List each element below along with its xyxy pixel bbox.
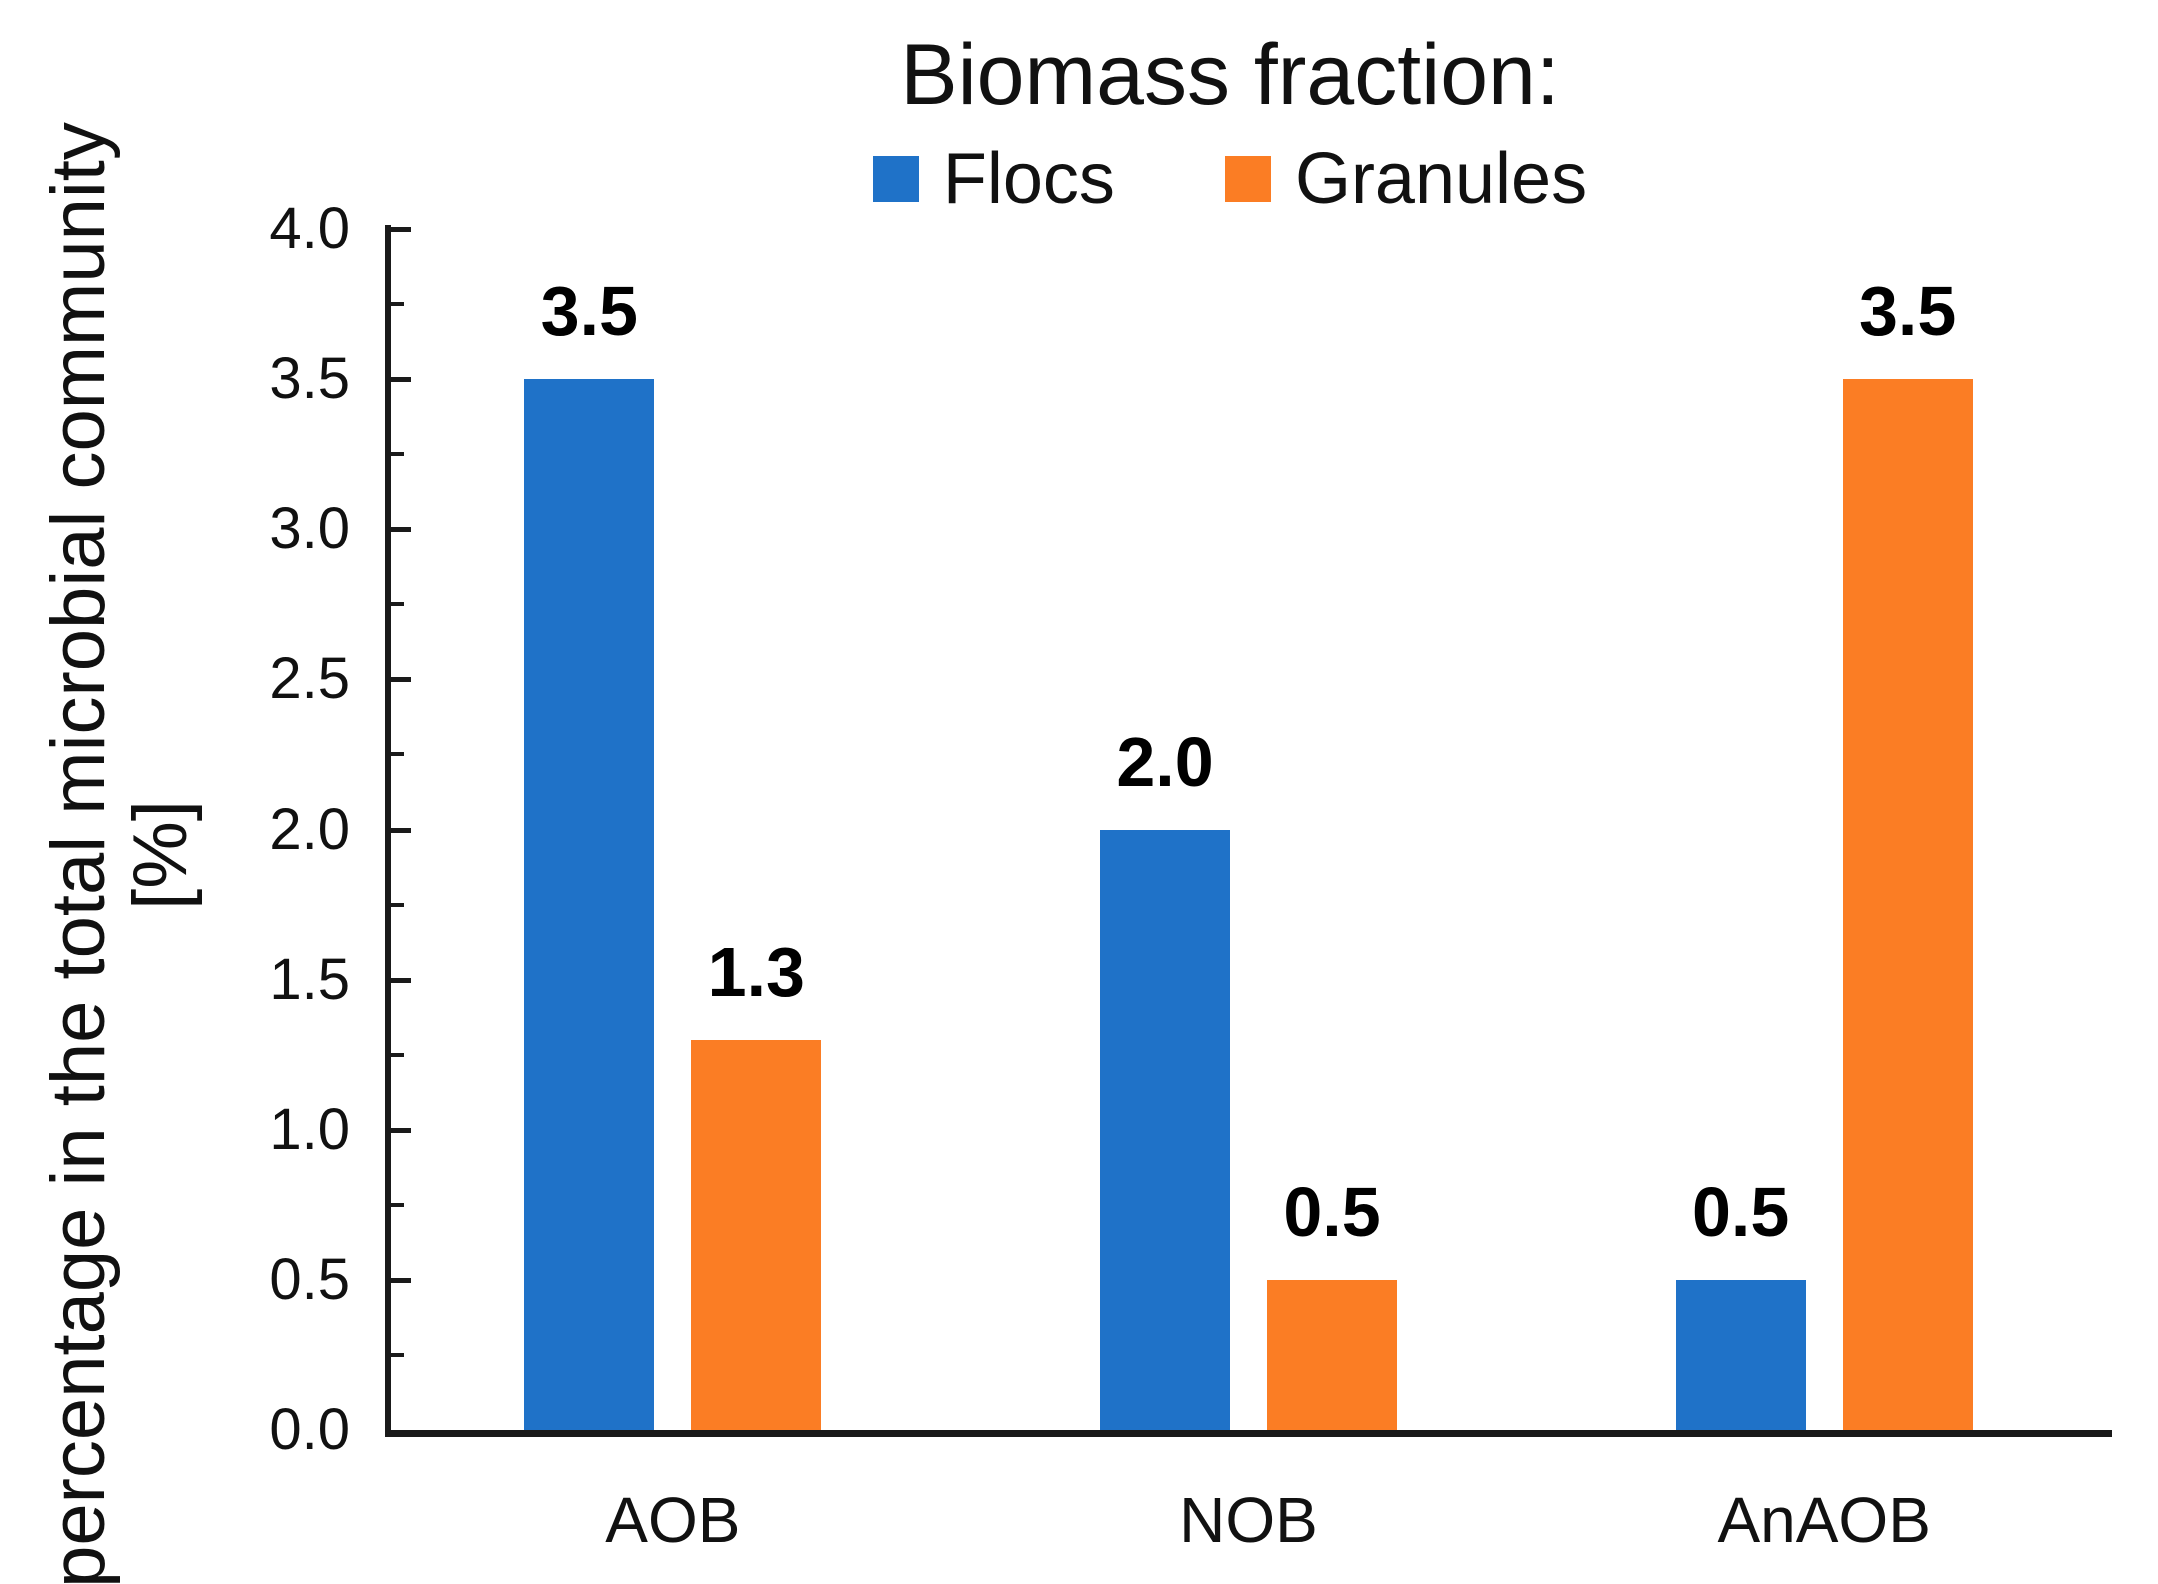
y-minor-tick bbox=[391, 902, 404, 907]
y-minor-tick bbox=[391, 752, 404, 757]
legend: Flocs Granules bbox=[340, 143, 2120, 215]
y-major-tick bbox=[391, 527, 411, 533]
y-tick-label: 1.5 bbox=[269, 946, 350, 1012]
bar-flocs-nob bbox=[1100, 829, 1230, 1430]
y-major-tick bbox=[391, 377, 411, 383]
flocs-legend-swatch-icon bbox=[872, 155, 919, 202]
y-major-tick bbox=[391, 977, 411, 983]
y-minor-tick bbox=[391, 452, 404, 457]
x-tick-label-nob: NOB bbox=[1179, 1484, 1318, 1556]
legend-item-granules: Granules bbox=[1224, 138, 1588, 219]
bar-value-label-granules-aob: 1.3 bbox=[707, 932, 805, 1011]
y-tick-label: 3.0 bbox=[269, 496, 350, 562]
y-axis-title-line1: percentage in the total microbial commun… bbox=[36, 122, 121, 1584]
y-major-tick bbox=[391, 827, 411, 833]
bar-value-label-flocs-aob: 3.5 bbox=[540, 272, 638, 351]
y-major-tick bbox=[391, 677, 411, 683]
y-tick-label: 1.0 bbox=[269, 1096, 350, 1162]
y-major-tick bbox=[391, 1277, 411, 1283]
chart-title: Biomass fraction: bbox=[900, 27, 1560, 123]
legend-item-flocs: Flocs bbox=[872, 138, 1115, 219]
x-tick-label-aob: AOB bbox=[605, 1484, 741, 1556]
bar-flocs-anaob bbox=[1675, 1279, 1806, 1430]
y-minor-tick bbox=[391, 1202, 404, 1207]
legend-label-granules: Granules bbox=[1294, 138, 1588, 219]
y-tick-label: 0.0 bbox=[269, 1397, 350, 1462]
y-minor-tick bbox=[391, 302, 404, 307]
bar-value-label-granules-anaob: 3.5 bbox=[1859, 272, 1957, 351]
bar-granules-aob bbox=[691, 1039, 822, 1430]
bar-granules-anaob bbox=[1842, 379, 1973, 1430]
bar-value-label-flocs-anaob: 0.5 bbox=[1692, 1172, 1790, 1251]
x-axis-line bbox=[385, 1430, 2112, 1437]
bar-flocs-aob bbox=[524, 379, 655, 1430]
y-tick-label: 4.0 bbox=[269, 196, 350, 261]
y-tick-label: 2.5 bbox=[269, 646, 350, 712]
y-tick-label: 2.0 bbox=[269, 796, 350, 862]
y-minor-tick bbox=[391, 1052, 404, 1057]
y-axis-line bbox=[385, 225, 391, 1437]
bar-value-label-flocs-nob: 2.0 bbox=[1116, 722, 1214, 801]
y-axis-title: percentage in the total microbial commun… bbox=[36, 105, 203, 1584]
y-minor-tick bbox=[391, 1352, 404, 1357]
chart-header: Biomass fraction: Flocs Granules bbox=[340, 0, 2120, 215]
x-tick-label-anaob: AnAOB bbox=[1717, 1484, 1931, 1556]
bar-granules-nob bbox=[1267, 1279, 1397, 1430]
granules-legend-swatch-icon bbox=[1224, 155, 1271, 202]
legend-label-flocs: Flocs bbox=[942, 138, 1115, 219]
y-minor-tick bbox=[391, 602, 404, 607]
bar-value-label-granules-nob: 0.5 bbox=[1283, 1172, 1381, 1251]
y-major-tick bbox=[391, 227, 411, 232]
y-tick-label: 3.5 bbox=[269, 346, 350, 412]
y-major-tick bbox=[391, 1127, 411, 1133]
y-tick-label: 0.5 bbox=[269, 1246, 350, 1312]
